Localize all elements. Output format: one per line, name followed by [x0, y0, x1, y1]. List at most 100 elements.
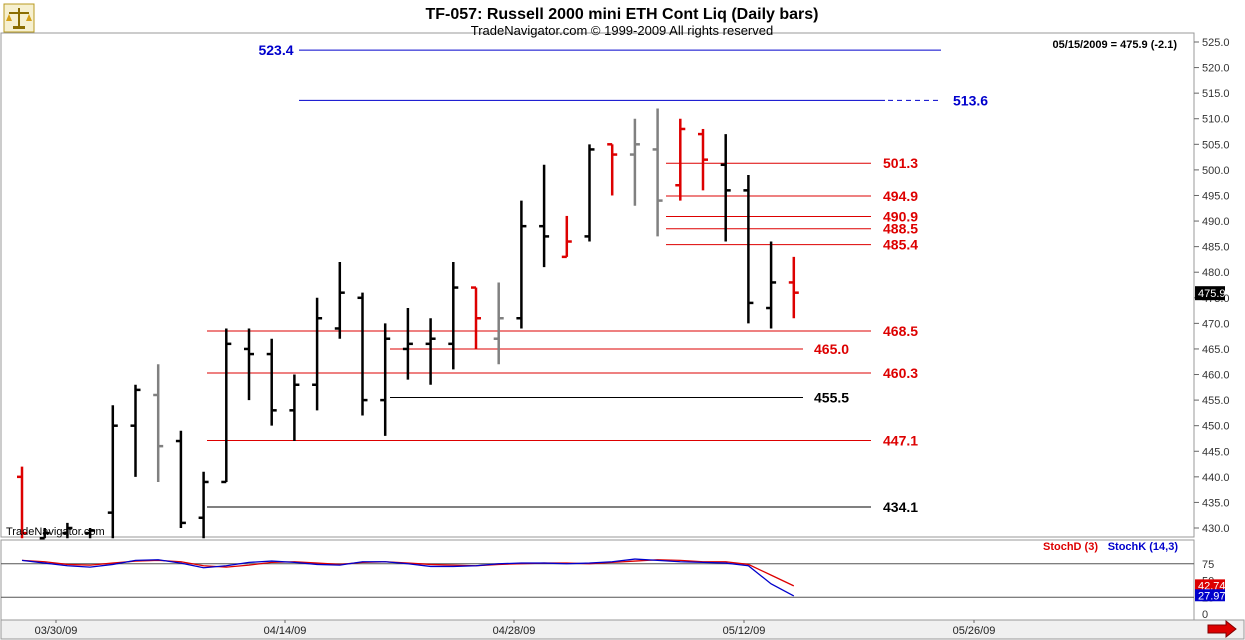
- y-tick-label: 440.0: [1202, 472, 1230, 484]
- scales-icon: [3, 3, 35, 33]
- ohlc-bar: [493, 282, 504, 365]
- level-line: 494.9: [666, 188, 918, 204]
- ohlc-bar: [766, 241, 777, 329]
- ohlc-bar: [698, 128, 708, 191]
- ohlc-bar: [652, 108, 663, 237]
- ohlc-bar: [244, 328, 254, 401]
- price-info: 05/15/2009 = 475.9 (-2.1): [1053, 39, 1178, 51]
- y-tick-label: 465.0: [1202, 344, 1230, 356]
- ind-tick-label: 75: [1202, 559, 1214, 571]
- y-tick-label: 490.0: [1202, 216, 1230, 228]
- legend-stochd: StochD (3): [1043, 541, 1098, 553]
- level-label: 513.6: [953, 92, 988, 108]
- y-tick-label: 525.0: [1202, 37, 1230, 49]
- level-label: 465.0: [814, 341, 849, 357]
- y-tick-label: 515.0: [1202, 88, 1230, 100]
- stochastic-lines: [21, 558, 795, 597]
- ohlc-bar: [607, 143, 618, 196]
- level-line: 513.6: [299, 92, 988, 108]
- ohlc-bar: [198, 471, 209, 539]
- ohlc-bar: [289, 374, 300, 442]
- y-tick-label: 485.0: [1202, 242, 1230, 254]
- ohlc-bar: [675, 118, 686, 201]
- y-tick-label: 455.0: [1202, 395, 1230, 407]
- stoch-line: [21, 559, 795, 587]
- level-label: 455.5: [814, 390, 849, 406]
- level-label: 447.1: [883, 433, 918, 449]
- level-label: 501.3: [883, 155, 918, 171]
- x-tick-label: 04/28/09: [493, 625, 536, 637]
- ohlc-bar: [561, 215, 572, 259]
- ohlc-bar: [39, 528, 50, 540]
- y-tick-label: 450.0: [1202, 421, 1230, 433]
- ohlc-bar: [471, 286, 481, 349]
- ohlc-bar: [175, 430, 186, 528]
- level-line: 447.1: [207, 433, 918, 449]
- ohlc-bar: [153, 364, 164, 482]
- ind-tick-label: 0: [1202, 609, 1208, 621]
- level-line: 490.9: [666, 208, 918, 224]
- ohlc-bar: [425, 318, 436, 385]
- level-label: 490.9: [883, 208, 918, 224]
- ind-value-label: 27.97: [1198, 590, 1226, 602]
- level-line: 455.5: [390, 390, 849, 406]
- ohlc-bar: [17, 466, 27, 539]
- ohlc-bar: [221, 328, 232, 484]
- stoch-line: [21, 558, 795, 597]
- y-tick-label: 520.0: [1202, 63, 1230, 75]
- last-price-marker: 475.9: [1195, 286, 1226, 301]
- level-line: 488.5: [666, 221, 918, 237]
- y-tick-label: 495.0: [1202, 190, 1230, 202]
- level-line: 523.4: [258, 42, 941, 58]
- y-tick-label: 430.0: [1202, 523, 1230, 535]
- ohlc-bar: [629, 118, 640, 206]
- y-tick-label: 435.0: [1202, 497, 1230, 509]
- y-tick-label: 460.0: [1202, 370, 1230, 382]
- ohlc-bar: [62, 522, 73, 539]
- chart-subtitle: TradeNavigator.com © 1999-2009 All right…: [471, 23, 773, 38]
- right-arrow-icon[interactable]: [1207, 619, 1237, 639]
- ohlc-bar: [788, 256, 799, 319]
- chart-title: TF-057: Russell 2000 mini ETH Cont Liq (…: [426, 6, 819, 23]
- level-label: 434.1: [883, 499, 918, 515]
- level-label: 494.9: [883, 188, 918, 204]
- y-tick-label: 500.0: [1202, 165, 1230, 177]
- level-line: 501.3: [666, 155, 918, 171]
- level-line: 485.4: [666, 237, 918, 253]
- level-label: 460.3: [883, 365, 918, 381]
- level-label: 468.5: [883, 323, 918, 339]
- ohlc-bar: [130, 384, 141, 477]
- y-tick-label: 470.0: [1202, 318, 1230, 330]
- x-tick-label: 04/14/09: [264, 625, 307, 637]
- ohlc-bar: [334, 261, 345, 339]
- x-tick-label: 05/26/09: [953, 625, 996, 637]
- ohlc-bar: [743, 175, 754, 324]
- x-tick-label: 05/12/09: [723, 625, 766, 637]
- y-tick-label: 510.0: [1202, 114, 1230, 126]
- ohlc-bar: [584, 144, 595, 242]
- last-price-label: 475.9: [1198, 288, 1226, 300]
- ohlc-bar: [85, 528, 96, 539]
- price-bars: [17, 108, 799, 540]
- y-tick-label: 445.0: [1202, 446, 1230, 458]
- watermark: TradeNavigator.com: [6, 526, 105, 538]
- ohlc-bar: [448, 261, 459, 370]
- level-label: 485.4: [883, 237, 918, 253]
- ohlc-bar: [266, 338, 277, 426]
- ind-value-marker: 27.97: [1195, 589, 1226, 602]
- x-tick-label: 03/30/09: [35, 625, 78, 637]
- ohlc-bar: [312, 297, 323, 411]
- legend-stochk: StochK (14,3): [1108, 541, 1179, 553]
- x-axis: 03/30/09 04/14/09 04/28/09 05/12/09 05/26/09: [35, 620, 996, 637]
- ohlc-bar: [107, 405, 118, 539]
- ohlc-bar: [720, 134, 731, 242]
- ohlc-bar: [357, 292, 368, 416]
- y-tick-label: 480.0: [1202, 267, 1230, 279]
- ohlc-bar: [516, 200, 527, 329]
- x-axis-strip: [0, 619, 1245, 640]
- ohlc-bar: [539, 164, 550, 268]
